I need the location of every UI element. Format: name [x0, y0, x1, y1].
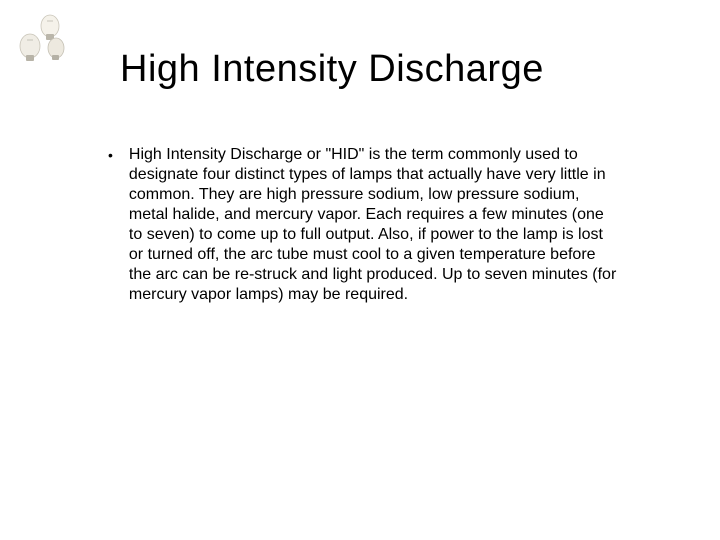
- bulb-image-icon: [12, 8, 72, 63]
- body-text: High Intensity Discharge or "HID" is the…: [129, 145, 618, 305]
- bullet-marker: •: [108, 147, 113, 163]
- slide-title: High Intensity Discharge: [120, 48, 544, 91]
- bullet-item: • High Intensity Discharge or "HID" is t…: [108, 145, 618, 305]
